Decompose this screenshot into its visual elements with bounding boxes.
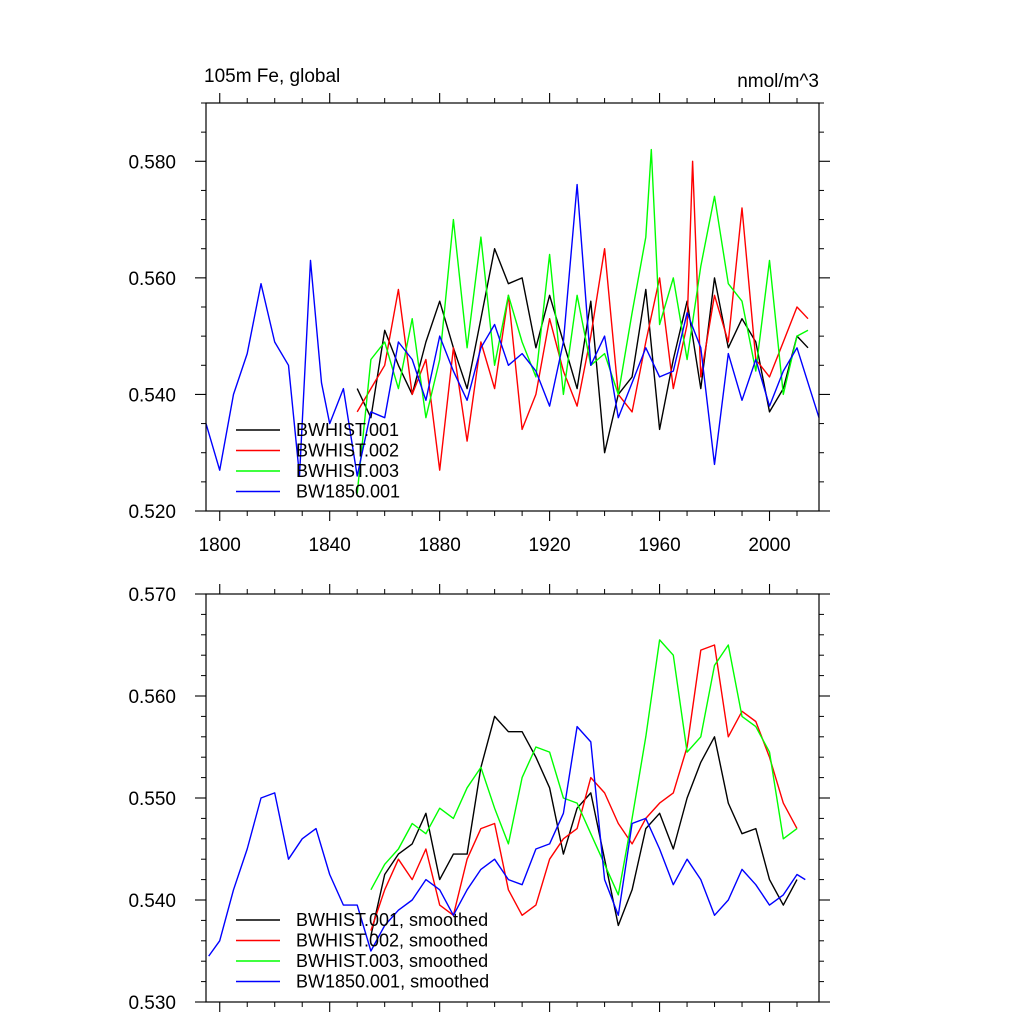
x-tick-label: 2000 — [748, 535, 790, 556]
legend-label: BWHIST.002, smoothed — [296, 931, 488, 951]
series-line-bwhist-002-smoothed — [370, 644, 798, 931]
panel-title: 105m Fe, global — [204, 66, 340, 87]
top-series-lines — [205, 148, 820, 494]
y-tick-label: 0.540 — [128, 891, 176, 912]
legend-label: BWHIST.003, smoothed — [296, 951, 488, 971]
y-tick-label: 0.530 — [128, 993, 176, 1014]
legend-label: BWHIST.003 — [296, 461, 399, 481]
y-tick-label: 0.540 — [128, 385, 176, 406]
bottom-panel: 0.530 0.540 0.550 0.560 0.570 BWHIST.001, sm… — [128, 584, 830, 1014]
bottom-series-lines — [208, 639, 806, 957]
series-line-bw1850-001-smoothed — [208, 725, 806, 957]
series-line-bwhist-002 — [356, 160, 809, 471]
x-tick-label: 1920 — [528, 535, 570, 556]
legend-label: BWHIST.002 — [296, 441, 399, 461]
x-tick-label: 1840 — [309, 535, 351, 556]
x-tick-label: 1880 — [419, 535, 461, 556]
legend-label: BW1850.001, smoothed — [296, 972, 489, 992]
series-line-bw1850-001 — [205, 183, 820, 477]
series-line-bwhist-003-smoothed — [370, 639, 798, 896]
x-tick-label: 1960 — [638, 535, 680, 556]
series-line-bwhist-001 — [356, 247, 809, 454]
y-tick-label: 0.560 — [128, 269, 176, 290]
top-panel: 105m Fe, global nmol/m^3 1800 1840 1880 192… — [128, 66, 830, 556]
y-tick-label: 0.560 — [128, 687, 176, 708]
legend-label: BW1850.001 — [296, 482, 400, 502]
y-tick-label: 0.580 — [128, 152, 176, 173]
top-axis-ticks: 1800 1840 1880 1920 1960 2000 0.520 0.540 0.560 0… — [128, 93, 830, 556]
series-line-bwhist-001-smoothed — [370, 715, 798, 936]
legend-label: BWHIST.001, smoothed — [296, 910, 488, 930]
bottom-axis-ticks: 0.530 0.540 0.550 0.560 0.570 — [128, 584, 830, 1014]
x-tick-label: 1800 — [199, 535, 241, 556]
y-tick-label: 0.570 — [128, 585, 176, 606]
units-label: nmol/m^3 — [737, 71, 819, 92]
y-tick-label: 0.550 — [128, 789, 176, 810]
legend-label: BWHIST.001 — [296, 420, 399, 440]
y-tick-label: 0.520 — [128, 502, 176, 523]
